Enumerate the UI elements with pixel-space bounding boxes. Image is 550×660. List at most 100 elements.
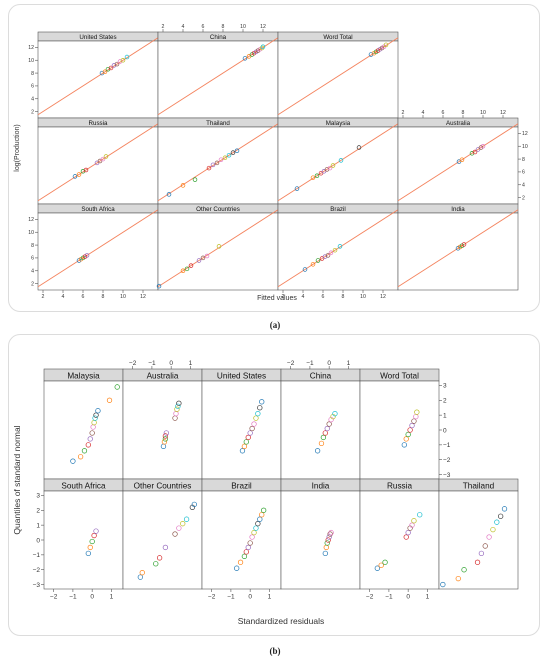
panel-malaysia-a <box>277 126 399 205</box>
a-xaxis-bottom-c2-label-2: 6 <box>322 294 325 300</box>
point-united-states-b-2 <box>243 439 249 445</box>
point-south-africa-b-0 <box>85 550 91 557</box>
point-word-total-b-0 <box>401 442 407 448</box>
point-other-countries-a-1 <box>180 268 186 274</box>
a-xaxis-top-c3-label-0: 2 <box>402 110 405 116</box>
point-australia-b-7 <box>174 406 180 412</box>
point-brazil-b-3 <box>243 549 249 555</box>
chart-b-xlabel: Standardized residuals <box>238 616 324 626</box>
point-other-countries-a-2 <box>184 266 190 272</box>
point-brazil-b-11 <box>259 512 265 518</box>
point-india-b-5 <box>327 531 333 537</box>
a-xaxis-bottom-c0-label-3: 8 <box>102 294 105 300</box>
point-russia-b-0 <box>374 565 380 571</box>
point-south-africa-b-1 <box>87 544 93 551</box>
point-brazil-a-5 <box>325 253 331 258</box>
fit-line-malaysia-a <box>277 123 399 202</box>
b-yaxis-right-r0-label-0: −3 <box>443 472 451 479</box>
b-xaxis-top-c1-label-1: −1 <box>148 360 156 367</box>
point-south-africa-b-3 <box>91 532 97 539</box>
point-russia-b-7 <box>411 518 417 524</box>
point-united-states-b-5 <box>249 425 255 432</box>
point-russia-b-1 <box>378 562 384 568</box>
point-other-countries-a-0 <box>156 283 162 289</box>
point-other-countries-b-1 <box>139 570 145 576</box>
panel-brazil-a <box>277 212 399 291</box>
strip-label-word-total-a: Word Total <box>323 34 352 41</box>
a-xaxis-bottom-c0-label-5: 12 <box>140 294 146 300</box>
point-malaysia-a-7 <box>330 163 336 168</box>
point-australia-b-2 <box>162 436 169 442</box>
point-united-states-a-8 <box>124 54 130 60</box>
chart-a-ylabel: log(Production) <box>14 124 21 171</box>
point-malaysia-b-1 <box>77 454 84 460</box>
b-xaxis-bottom-2-label-3: 1 <box>426 594 430 601</box>
point-brazil-b-4 <box>245 544 251 551</box>
point-brazil-b-12 <box>261 507 267 513</box>
a-yaxis-left-r0-label-5: 12 <box>28 45 34 51</box>
b-xaxis-bottom-2-label-1: −1 <box>385 594 393 601</box>
point-thailand-a-2 <box>192 177 198 182</box>
point-thailand-b-8 <box>494 519 500 525</box>
b-xaxis-bottom-0-label-2: 0 <box>90 594 94 601</box>
strip-label-united-states-b: United States <box>217 371 266 380</box>
point-thailand-b-10 <box>501 506 508 512</box>
point-thailand-b-7 <box>490 526 496 533</box>
point-word-total-b-1 <box>403 436 409 442</box>
point-china-a-8 <box>260 44 266 50</box>
a-yaxis-right-r1-label-5: 12 <box>522 131 528 137</box>
b-yaxis-right-r0-label-5: 2 <box>443 398 447 405</box>
point-india-a-3 <box>461 242 467 247</box>
point-russia-a-3 <box>83 167 89 173</box>
point-other-countries-b-4 <box>162 544 169 551</box>
point-india-b-4 <box>326 534 332 540</box>
panel-china-a <box>157 40 279 119</box>
point-united-states-b-6 <box>251 421 257 427</box>
b-xaxis-top-c3-label-3: 1 <box>347 360 351 367</box>
a-xaxis-top-c3-label-4: 10 <box>480 110 486 116</box>
strip-label-malaysia-a: Malaysia <box>326 120 351 127</box>
point-united-states-b-0 <box>239 448 246 454</box>
b-xaxis-bottom-0-label-3: 1 <box>110 594 114 601</box>
a-xaxis-bottom-c0-label-0: 2 <box>42 294 45 300</box>
point-china-b-3 <box>322 430 328 436</box>
a-yaxis-left-r2-label-0: 2 <box>31 281 34 287</box>
panel-india-b <box>280 490 361 590</box>
point-australia-b-9 <box>176 400 182 406</box>
point-malaysia-a-6 <box>327 165 333 171</box>
point-india-b-0 <box>322 550 328 557</box>
point-malaysia-b-9 <box>93 412 99 418</box>
point-united-states-b-7 <box>253 415 259 421</box>
a-xaxis-top-c1-label-1: 4 <box>182 24 185 30</box>
point-south-africa-b-4 <box>93 528 99 534</box>
a-xaxis-top-c3-label-3: 8 <box>462 110 465 116</box>
caption-a: (a) <box>269 320 281 330</box>
point-united-states-a-3 <box>108 65 114 71</box>
point-thailand-a-4 <box>210 162 216 168</box>
point-thailand-b-3 <box>474 559 481 565</box>
b-yaxis-left-r1-label-2: −1 <box>33 552 41 559</box>
a-yaxis-left-r2-label-1: 4 <box>31 269 34 275</box>
point-malaysia-b-5 <box>89 430 95 436</box>
point-word-total-b-2 <box>405 431 411 438</box>
panel-india-a <box>397 212 519 291</box>
point-south-africa-b-2 <box>89 538 95 545</box>
point-brazil-a-2 <box>315 258 321 263</box>
point-brazil-b-1 <box>237 559 244 565</box>
point-other-countries-a-7 <box>216 244 222 249</box>
strip-label-malaysia-b: Malaysia <box>67 371 100 380</box>
panel-word-total-b <box>359 380 440 480</box>
point-russia-b-2 <box>382 559 388 565</box>
fit-line-south-africa-a <box>37 209 159 288</box>
point-malaysia-b-11 <box>106 397 113 403</box>
strip-label-china-b: China <box>310 371 332 380</box>
point-united-states-b-8 <box>255 411 261 417</box>
a-xaxis-bottom-c2-label-5: 12 <box>380 294 386 300</box>
point-thailand-b-0 <box>440 581 446 588</box>
point-brazil-a-8 <box>337 244 343 249</box>
a-yaxis-right-r1-label-2: 6 <box>522 170 525 176</box>
strip-label-brazil-b: Brazil <box>231 481 252 490</box>
b-xaxis-bottom-0-label-1: −1 <box>69 594 77 601</box>
strip-label-brazil-a: Brazil <box>330 206 345 213</box>
